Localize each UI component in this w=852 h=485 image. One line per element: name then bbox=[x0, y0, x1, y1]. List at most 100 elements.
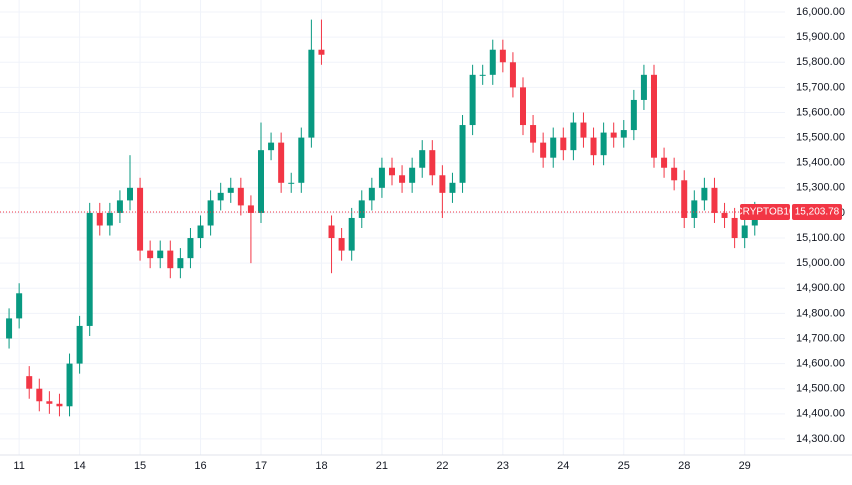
candle-body bbox=[288, 182, 295, 184]
candle-body bbox=[509, 62, 516, 88]
y-tick-label: 14,800.00 bbox=[796, 307, 845, 319]
candle-body bbox=[711, 187, 718, 213]
candle-body bbox=[126, 187, 133, 201]
symbol-box bbox=[740, 203, 790, 220]
y-tick-label: 14,400.00 bbox=[796, 408, 845, 420]
candle-body bbox=[388, 167, 395, 176]
candle-body bbox=[278, 142, 285, 183]
candle-body bbox=[378, 167, 385, 188]
candle-body bbox=[630, 99, 637, 131]
candle-body bbox=[86, 212, 93, 326]
candle-body bbox=[187, 238, 194, 259]
x-tick-label: 16 bbox=[194, 460, 206, 472]
x-tick-label: 29 bbox=[739, 460, 751, 472]
candle-body bbox=[449, 182, 456, 193]
y-tick-label: 15,000.00 bbox=[796, 257, 845, 269]
y-tick-label: 16,000.00 bbox=[796, 6, 845, 18]
candle-body bbox=[530, 125, 537, 143]
candle-body bbox=[620, 130, 627, 138]
candle-body bbox=[681, 180, 688, 218]
x-tick-label: 28 bbox=[678, 460, 690, 472]
candle-body bbox=[580, 122, 587, 138]
candle-body bbox=[691, 200, 698, 218]
x-tick-label: 17 bbox=[255, 460, 267, 472]
candle-body bbox=[207, 200, 214, 226]
candle-body bbox=[167, 250, 174, 269]
candle-body bbox=[479, 74, 486, 76]
candle-body bbox=[56, 403, 63, 407]
candle-body bbox=[368, 187, 375, 201]
y-tick-label: 15,800.00 bbox=[796, 56, 845, 68]
candle-body bbox=[66, 363, 73, 407]
y-tick-label: 14,500.00 bbox=[796, 383, 845, 395]
candle-body bbox=[560, 137, 567, 151]
y-tick-label: 14,900.00 bbox=[796, 282, 845, 294]
candle-body bbox=[640, 74, 647, 100]
candle-body bbox=[701, 187, 708, 201]
candle-body bbox=[147, 250, 154, 259]
y-tick-label: 15,400.00 bbox=[796, 157, 845, 169]
x-tick-label: 18 bbox=[315, 460, 327, 472]
y-tick-label: 14,300.00 bbox=[796, 433, 845, 445]
candle-body bbox=[459, 125, 466, 183]
candle-body bbox=[137, 187, 144, 251]
x-tick-label: 14 bbox=[73, 460, 85, 472]
candle-body bbox=[257, 150, 264, 213]
candle-body bbox=[650, 74, 657, 158]
candle-body bbox=[328, 225, 335, 239]
candle-body bbox=[419, 150, 426, 168]
y-tick-label: 15,500.00 bbox=[796, 132, 845, 144]
candle-body bbox=[721, 212, 728, 218]
candle-body bbox=[399, 175, 406, 183]
x-tick-label: 21 bbox=[376, 460, 388, 472]
candle-body bbox=[519, 87, 526, 126]
candle-body bbox=[217, 192, 224, 201]
y-tick-label: 15,700.00 bbox=[796, 81, 845, 93]
candle-body bbox=[358, 200, 365, 218]
candle-body bbox=[661, 157, 668, 168]
candle-body bbox=[177, 258, 184, 269]
x-tick-label: 23 bbox=[497, 460, 509, 472]
candle-body bbox=[76, 325, 83, 364]
x-tick-label: 22 bbox=[436, 460, 448, 472]
candle-body bbox=[590, 137, 597, 156]
candle-body bbox=[499, 49, 506, 63]
candle-body bbox=[540, 142, 547, 158]
candle-body bbox=[741, 225, 748, 239]
y-tick-label: 15,900.00 bbox=[796, 31, 845, 43]
y-tick-label: 14,600.00 bbox=[796, 358, 845, 370]
candle-body bbox=[429, 150, 436, 176]
candle-body bbox=[46, 401, 53, 404]
candle-body bbox=[116, 200, 123, 213]
candle-body bbox=[338, 238, 345, 251]
candle-body bbox=[247, 205, 254, 213]
candle-body bbox=[439, 175, 446, 193]
candle-body bbox=[227, 187, 234, 193]
candle-body bbox=[600, 132, 607, 156]
x-tick-label: 15 bbox=[134, 460, 146, 472]
y-tick-label: 15,600.00 bbox=[796, 106, 845, 118]
x-tick-label: 24 bbox=[557, 460, 569, 472]
candle-body bbox=[308, 49, 315, 138]
candle-body bbox=[318, 49, 325, 55]
candle-body bbox=[16, 293, 23, 319]
candle-body bbox=[6, 318, 13, 339]
candle-body bbox=[197, 225, 204, 239]
candle-body bbox=[409, 167, 416, 183]
candle-body bbox=[348, 217, 355, 251]
x-tick-label: 11 bbox=[13, 460, 24, 472]
candle-body bbox=[731, 217, 738, 239]
candle-body bbox=[157, 250, 164, 259]
candle-body bbox=[26, 376, 33, 389]
candle-body bbox=[489, 49, 496, 75]
candle-body bbox=[671, 167, 678, 181]
candle-body bbox=[268, 142, 275, 151]
candle-body bbox=[237, 187, 244, 206]
candle-body bbox=[570, 122, 577, 151]
y-tick-label: 15,300.00 bbox=[796, 182, 845, 194]
candle-body bbox=[469, 74, 476, 126]
candle-body bbox=[96, 212, 103, 226]
candle-body bbox=[106, 212, 113, 226]
